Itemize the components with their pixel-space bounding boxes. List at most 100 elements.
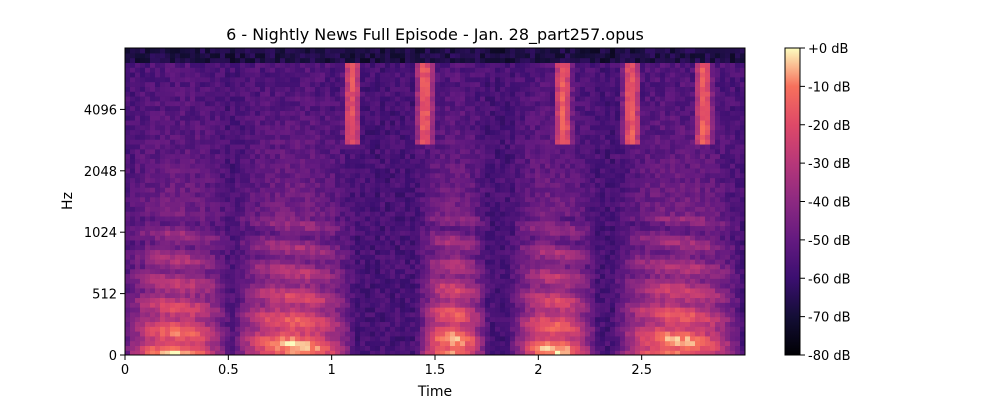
spectrogram-cell <box>240 158 246 164</box>
spectrogram-cell <box>475 249 481 255</box>
spectrogram-cell <box>420 67 426 73</box>
spectrogram-cell <box>400 345 406 351</box>
spectrogram-cell <box>330 134 336 140</box>
spectrogram-cell <box>275 110 281 116</box>
spectrogram-cell <box>355 91 361 97</box>
spectrogram-cell <box>175 287 181 294</box>
spectrogram-cell <box>435 302 441 308</box>
spectrogram-cell <box>355 249 361 255</box>
spectrogram-cell <box>145 287 151 294</box>
spectrogram-cell <box>135 307 141 313</box>
spectrogram-cell <box>410 283 416 289</box>
spectrogram-cell <box>190 345 196 351</box>
spectrogram-cell <box>315 211 321 217</box>
spectrogram-cell <box>485 143 491 150</box>
spectrogram-cell <box>280 139 286 145</box>
spectrogram-cell <box>460 292 466 299</box>
spectrogram-cell <box>140 273 146 279</box>
spectrogram-cell <box>425 259 431 265</box>
spectrogram-cell <box>265 191 271 198</box>
spectrogram-cell <box>380 71 386 78</box>
spectrogram-cell <box>295 71 301 78</box>
spectrogram-cell <box>300 263 306 270</box>
spectrogram-cell <box>220 177 226 183</box>
spectrogram-cell <box>470 105 476 111</box>
spectrogram-cell <box>300 62 306 68</box>
spectrogram-cell <box>410 153 416 159</box>
spectrogram-cell <box>145 278 151 284</box>
spectrogram-cell <box>510 350 516 355</box>
spectrogram-cell <box>320 196 326 203</box>
spectrogram-cell <box>465 350 471 355</box>
spectrogram-cell <box>445 345 451 351</box>
spectrogram-cell <box>415 182 421 188</box>
spectrogram-cell <box>430 172 436 179</box>
spectrogram-cell <box>160 163 166 169</box>
spectrogram-cell <box>145 340 151 347</box>
spectrogram-cell <box>370 249 376 255</box>
spectrogram-cell <box>410 268 416 275</box>
spectrogram-cell <box>285 278 291 284</box>
spectrogram-cell <box>165 67 171 73</box>
spectrogram-cell <box>440 254 446 260</box>
spectrogram-cell <box>200 335 206 342</box>
spectrogram-cell <box>165 48 171 54</box>
spectrogram-cell <box>220 67 226 73</box>
spectrogram-cell <box>205 91 211 97</box>
spectrogram-cell <box>325 239 331 246</box>
spectrogram-cell <box>460 335 466 342</box>
spectrogram-cell <box>180 62 186 68</box>
spectrogram-cell <box>420 273 426 279</box>
spectrogram-cell <box>355 350 361 355</box>
spectrogram-cell <box>475 177 481 183</box>
spectrogram-cell <box>355 326 361 332</box>
spectrogram-cell <box>425 76 431 83</box>
spectrogram-cell <box>125 52 131 59</box>
spectrogram-cell <box>365 57 371 63</box>
spectrogram-cell <box>175 235 181 241</box>
spectrogram-cell <box>205 153 211 159</box>
spectrogram-cell <box>280 230 286 236</box>
spectrogram-cell <box>145 230 151 236</box>
spectrogram-cell <box>440 134 446 140</box>
spectrogram-cell <box>385 105 391 111</box>
spectrogram-cell <box>280 350 286 355</box>
spectrogram-cell <box>430 211 436 217</box>
spectrogram-cell <box>345 76 351 83</box>
spectrogram-cell <box>315 119 321 126</box>
spectrogram-cell <box>310 350 316 355</box>
spectrogram-cell <box>275 244 281 251</box>
spectrogram-cell <box>485 139 491 145</box>
spectrogram-cell <box>185 201 191 207</box>
spectrogram-cell <box>435 225 441 231</box>
spectrogram-cell <box>300 81 306 87</box>
spectrogram-cell <box>305 182 311 188</box>
spectrogram-cell <box>180 110 186 116</box>
spectrogram-cell <box>460 268 466 275</box>
spectrogram-cell <box>370 110 376 116</box>
spectrogram-cell <box>290 71 296 78</box>
spectrogram-cell <box>145 211 151 217</box>
spectrogram-cell <box>175 211 181 217</box>
spectrogram-cell <box>490 134 496 140</box>
spectrogram-cell <box>180 86 186 92</box>
spectrogram-cell <box>430 134 436 140</box>
spectrogram-cell <box>390 311 396 318</box>
spectrogram-cell <box>145 235 151 241</box>
spectrogram-cell <box>195 100 201 107</box>
spectrogram-cell <box>460 191 466 198</box>
spectrogram-cell <box>355 230 361 236</box>
spectrogram-cell <box>195 71 201 78</box>
spectrogram-cell <box>365 340 371 347</box>
spectrogram-cell <box>330 307 336 313</box>
spectrogram-cell <box>375 331 381 337</box>
spectrogram-cell <box>460 81 466 87</box>
spectrogram-cell <box>495 297 501 303</box>
spectrogram-cell <box>145 259 151 265</box>
spectrogram-cell <box>445 331 451 337</box>
spectrogram-cell <box>445 62 451 68</box>
spectrogram-cell <box>220 340 226 347</box>
spectrogram-cell <box>315 331 321 337</box>
spectrogram-cell <box>370 307 376 313</box>
spectrogram-cell <box>500 254 506 260</box>
